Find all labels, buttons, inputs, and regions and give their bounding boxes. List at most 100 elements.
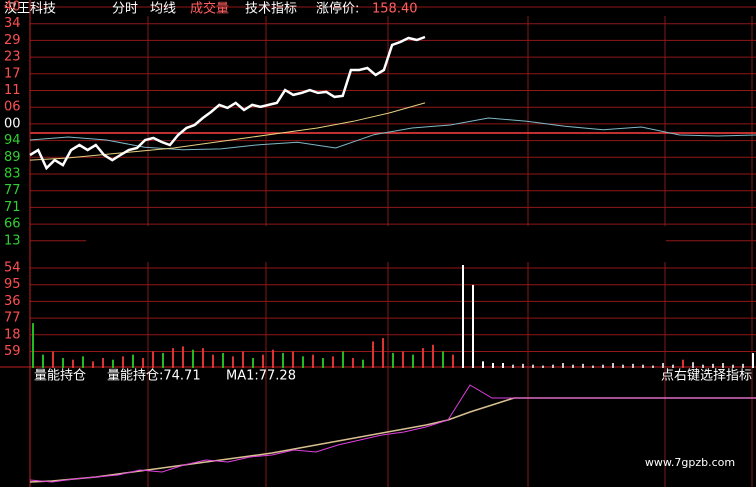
volume-bar [622, 364, 624, 368]
volume-bar [302, 356, 304, 368]
volume-bar [602, 364, 604, 368]
volume-bar [442, 351, 444, 368]
volume-bar [102, 358, 104, 368]
volume-bar [532, 364, 534, 368]
volume-bar [512, 364, 514, 368]
volume-bar [742, 363, 744, 368]
volume-bar [32, 323, 34, 368]
volume-bar [152, 351, 154, 368]
volume-bar [332, 356, 334, 368]
tab[interactable]: 技术指标 [245, 2, 297, 17]
volume-bar [62, 358, 64, 368]
tab[interactable]: 均线 [150, 2, 176, 17]
volume-bar [162, 353, 164, 368]
volume-bar [312, 354, 314, 368]
volume-bar [132, 354, 134, 368]
volume-bar [402, 351, 404, 368]
volume-bar [42, 354, 44, 368]
volume-bar [242, 351, 244, 368]
volume-bar [412, 354, 414, 368]
volume-bar [202, 348, 204, 368]
volume-bar [172, 348, 174, 368]
volume-bar [322, 358, 324, 368]
volume-bar [222, 353, 224, 368]
volume-axis-label: 18 [4, 327, 21, 342]
volume-bar [212, 354, 214, 368]
volume-bar [592, 365, 594, 368]
indicator-value: 量能持仓:74.71 [107, 369, 201, 384]
grid [30, 6, 756, 487]
volume-bar [422, 348, 424, 368]
volume-bar [472, 284, 474, 368]
volume-bar [572, 364, 574, 368]
line [29, 35, 426, 171]
price-axis-label: 13 [4, 233, 21, 248]
indicator-hint[interactable]: 点右键选择指标 [661, 369, 752, 384]
price-axis-label: 94 [4, 133, 21, 148]
volume-bar [552, 364, 554, 368]
volume-bar [662, 363, 664, 368]
price-axis-label: 83 [4, 167, 21, 182]
volume-bar [72, 359, 74, 368]
volume-bar [732, 364, 734, 368]
volume-bar [392, 353, 394, 368]
volume-bar [52, 351, 54, 368]
price-axis-label: 11 [4, 83, 21, 98]
volume-bar [272, 349, 274, 368]
watermark: www.7gpzb.com [645, 456, 735, 469]
volume-bar [292, 351, 294, 368]
limit-label: 涨停价: [316, 1, 359, 17]
volume-bar [652, 365, 654, 368]
volume-bar [482, 361, 484, 368]
volume-bar [142, 358, 144, 368]
volume-bar [712, 363, 714, 368]
volume-bar [252, 358, 254, 368]
volume-bar [542, 365, 544, 368]
volume-bar [362, 359, 364, 368]
volume-bar [192, 349, 194, 368]
volume-axis-label: 95 [4, 277, 21, 292]
volume-bar [752, 353, 754, 368]
volume-bar [432, 344, 434, 368]
price-axis-label: 17 [4, 66, 21, 81]
volume-bar [462, 265, 464, 368]
price-axis-label: 71 [4, 200, 21, 215]
price-axis-label: 89 [4, 150, 21, 165]
volume-bar [92, 361, 94, 368]
volume-axis-label: 59 [4, 344, 21, 359]
volume-axis-label: 54 [4, 261, 21, 276]
stock-name: 汉王科技 [4, 2, 56, 17]
volume-bar [382, 338, 384, 368]
volume-bar [112, 359, 114, 368]
volume-bar [582, 363, 584, 368]
volume-bar [502, 363, 504, 368]
price-axis-label: 34 [4, 16, 21, 31]
volume-bar [122, 356, 124, 368]
volume-bar [682, 359, 684, 368]
price-axis-label: 06 [4, 100, 21, 115]
indicator-name: 量能持仓 [34, 369, 86, 384]
tab[interactable]: 分时 [112, 2, 138, 17]
volume-bar [282, 353, 284, 368]
volume-bar [642, 364, 644, 368]
volume-bar [692, 362, 694, 368]
tab[interactable]: 成交量 [190, 1, 229, 17]
volume-bar [182, 346, 184, 368]
limit-price: 158.40 [372, 2, 418, 17]
volume-axis-label: 36 [4, 294, 21, 309]
price-axis-label: 40 [4, 0, 21, 15]
volume-bar [262, 354, 264, 368]
volume-axis-label: 77 [4, 311, 21, 326]
overlay [86, 226, 666, 262]
volume-bar [522, 363, 524, 368]
volume-bar [672, 364, 674, 368]
volume-bar [722, 363, 724, 368]
volume-bar [342, 351, 344, 368]
volume-bar [82, 356, 84, 368]
volume-bar [372, 341, 374, 368]
volume-bar [612, 363, 614, 368]
volume-bar [492, 363, 494, 368]
price-axis-label: 77 [4, 183, 21, 198]
volume-bar [232, 356, 234, 368]
